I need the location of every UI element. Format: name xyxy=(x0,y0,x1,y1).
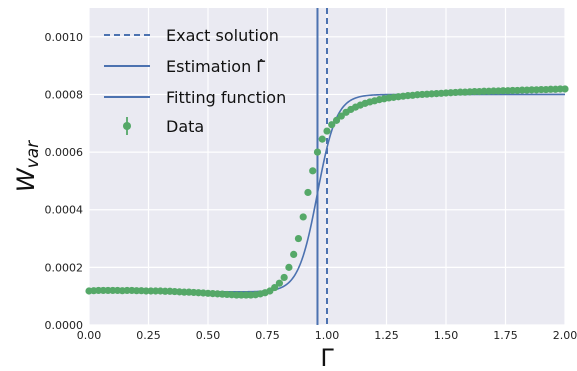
y-tick-label: 0.0008 xyxy=(45,88,84,101)
data-point xyxy=(332,116,341,124)
y-axis-label-subscript: var xyxy=(23,140,43,168)
data-point xyxy=(561,85,569,93)
x-tick-label: 0.50 xyxy=(196,329,221,342)
data-point xyxy=(328,121,336,129)
data-point xyxy=(271,283,279,292)
y-tick-label: 0.0006 xyxy=(45,146,84,159)
y-tick-label: 0.0002 xyxy=(45,261,84,274)
data-point xyxy=(304,188,312,197)
data-point xyxy=(285,263,293,271)
y-axis-label-main: W xyxy=(12,167,40,192)
data-point xyxy=(299,213,307,221)
grid xyxy=(88,8,566,326)
data-point xyxy=(294,234,303,243)
x-axis-ticks: 0.00 0.25 0.50 0.75 1.00 1.25 1.50 1.75 2.00 xyxy=(77,329,577,342)
y-tick-label: 0.0004 xyxy=(45,204,84,217)
x-tick-label: 1.50 xyxy=(434,329,459,342)
legend-label-exact-solution: Exact solution xyxy=(166,26,279,45)
data-point xyxy=(290,250,298,258)
x-axis-label: Γ xyxy=(320,344,334,371)
data-point xyxy=(318,135,326,143)
y-tick-label: 0.0010 xyxy=(45,31,84,44)
data-points xyxy=(85,85,569,299)
data-point xyxy=(280,273,288,282)
legend: Exact solution Estimation Γ̂ Fitting fun… xyxy=(104,26,286,136)
legend-swatch-data-marker xyxy=(123,122,131,130)
x-tick-label: 0.25 xyxy=(136,329,161,342)
legend-label-estimation: Estimation Γ̂ xyxy=(166,57,265,76)
data-point xyxy=(275,279,283,287)
y-axis-ticks: 0.0000 0.0002 0.0004 0.0006 0.0008 0.0010 xyxy=(45,31,84,332)
y-axis-label: Wvar xyxy=(12,140,43,192)
data-point xyxy=(309,167,317,175)
legend-label-fitting-function: Fitting function xyxy=(166,88,286,107)
data-point xyxy=(313,148,322,156)
legend-label-data: Data xyxy=(166,117,204,136)
x-tick-label: 0.00 xyxy=(77,329,102,342)
data-point xyxy=(323,127,331,135)
x-tick-label: 0.75 xyxy=(255,329,280,342)
x-tick-label: 1.75 xyxy=(493,329,518,342)
x-tick-label: 1.00 xyxy=(315,329,340,342)
y-tick-label: 0.0000 xyxy=(45,319,84,332)
x-tick-label: 1.25 xyxy=(374,329,399,342)
x-tick-label: 2.00 xyxy=(553,329,577,342)
